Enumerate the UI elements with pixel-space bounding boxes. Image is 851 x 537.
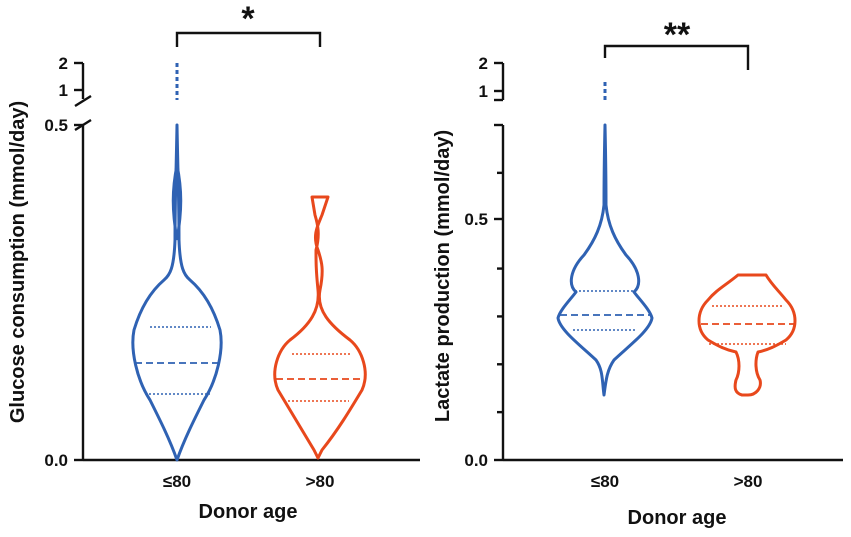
- left-ytick-0-5: 0.5: [44, 116, 68, 135]
- left-violin-le80: [131, 63, 223, 462]
- left-xtick-gt80: >80: [306, 472, 335, 491]
- left-xtick-le80: ≤80: [163, 472, 191, 491]
- right-xtick-le80: ≤80: [591, 472, 619, 491]
- right-xtick-gt80: >80: [734, 472, 763, 491]
- right-violin-le80-outline: [556, 123, 654, 397]
- left-violin-le80-outline: [131, 123, 223, 462]
- right-significance-label: **: [664, 16, 691, 54]
- right-x-axis-title: Donor age: [628, 507, 727, 529]
- right-violin-le80: [556, 82, 654, 397]
- glucose-consumption-panel: 0.0 0.5 1 2 ≤80 >80 Donor age Glucose co…: [7, 0, 420, 523]
- lactate-production-panel: 0.0 0.5 1 2 ≤80 >80 Donor age Lactate pr…: [432, 16, 843, 529]
- right-violin-gt80-outline: [697, 273, 797, 397]
- left-significance-label: *: [241, 0, 255, 38]
- right-violin-gt80: [697, 273, 797, 397]
- left-x-axis-title: Donor age: [199, 501, 298, 523]
- left-ytick-2: 2: [59, 54, 68, 73]
- left-violin-gt80: [273, 195, 367, 460]
- right-significance-bracket: **: [603, 16, 750, 70]
- right-y-axis-title: Lactate production (mmol/day): [432, 130, 454, 422]
- right-ytick-0-5: 0.5: [464, 210, 488, 229]
- left-y-axis-title: Glucose consumption (mmol/day): [7, 101, 29, 423]
- right-ytick-0: 0.0: [464, 451, 488, 470]
- left-ytick-0: 0.0: [44, 451, 68, 470]
- right-y-axis: [494, 61, 505, 462]
- right-ytick-1: 1: [479, 82, 488, 101]
- left-ytick-1: 1: [59, 81, 68, 100]
- left-violin-gt80-outline: [273, 195, 367, 460]
- left-significance-bracket: *: [175, 0, 322, 47]
- left-y-axis: [74, 61, 92, 462]
- left-violin-le80-bulge: [171, 164, 183, 241]
- right-ytick-2: 2: [479, 54, 488, 73]
